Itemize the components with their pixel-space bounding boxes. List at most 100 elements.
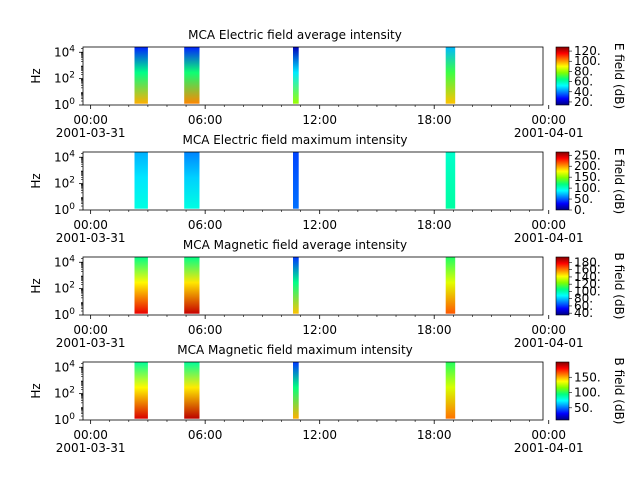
panel-title: MCA Magnetic field maximum intensity (177, 343, 413, 357)
spectrogram-burst (134, 152, 148, 209)
colorbar-tick-label: 100. (574, 54, 601, 68)
spectrogram-burst (293, 362, 299, 419)
x-tick-label: 12:00 (302, 113, 337, 127)
panel-3: MCA Magnetic field average intensity 100 1… (29, 238, 626, 350)
x-tick-date: 2001-03-31 (56, 336, 126, 350)
spectrogram-burst (445, 47, 456, 104)
panel-1: MCA Electric field average intensity 100 1… (29, 28, 626, 140)
x-tick-date: 2001-03-31 (56, 231, 126, 245)
colorbar-tick-label: 0. (574, 203, 585, 217)
colorbar-tick-label: 50. (574, 192, 593, 206)
x-tick-date: 2001-03-31 (56, 441, 126, 455)
y-tick-label: 102 (54, 281, 75, 296)
y-axis-label: Hz (29, 173, 43, 188)
panel-title: MCA Magnetic field average intensity (183, 238, 407, 252)
x-tick-date: 2001-04-01 (514, 231, 584, 245)
y-tick-label: 100 (54, 412, 75, 427)
spectrogram-burst (293, 257, 299, 314)
plot-frame (82, 256, 544, 316)
colorbar-tick-label: 80. (574, 292, 593, 306)
x-tick-label: 06:00 (188, 323, 223, 337)
x-tick-date: 2001-03-31 (56, 126, 126, 140)
x-tick-label: 18:00 (417, 113, 452, 127)
y-tick-label: 102 (54, 386, 75, 401)
colorbar-tick-label: 100. (574, 284, 601, 298)
y-tick-label: 104 (54, 44, 75, 59)
colorbar-tick-label: 120. (574, 44, 601, 58)
x-tick-label: 12:00 (302, 218, 337, 232)
x-tick-label: 00:00 (531, 218, 566, 232)
colorbar (555, 151, 570, 211)
colorbar-tick-label: 150. (574, 170, 601, 184)
colorbar-tick-label: 250. (574, 148, 601, 162)
colorbar-label: E field (dB) (612, 148, 626, 214)
spectrogram-burst (293, 47, 299, 104)
colorbar (555, 46, 570, 106)
spectrogram-burst (134, 362, 148, 419)
y-tick-label: 104 (54, 149, 75, 164)
plot-frame (82, 46, 544, 106)
x-tick-label: 06:00 (188, 113, 223, 127)
spectrogram-burst (445, 152, 456, 209)
x-tick-label: 00:00 (73, 428, 108, 442)
colorbar-tick-label: 40. (574, 85, 593, 99)
y-tick-label: 100 (54, 307, 75, 322)
panel-2: MCA Electric field maximum intensity 100 1… (29, 133, 626, 245)
x-tick-label: 00:00 (73, 218, 108, 232)
spectrogram-burst (445, 257, 456, 314)
colorbar-tick-label: 100. (574, 181, 601, 195)
spectrogram-burst (134, 47, 148, 104)
colorbar (555, 361, 570, 421)
x-tick-date: 2001-04-01 (514, 441, 584, 455)
panel-4: MCA Magnetic field maximum intensity 100 1… (29, 343, 626, 455)
x-tick-label: 00:00 (73, 323, 108, 337)
colorbar-tick-label: 140. (574, 270, 601, 284)
colorbar-tick-label: 160. (574, 263, 601, 277)
spectrogram-burst (184, 257, 200, 314)
y-tick-label: 100 (54, 202, 75, 217)
colorbar-label: E field (dB) (612, 43, 626, 109)
spectrogram-burst (445, 362, 456, 419)
x-tick-label: 18:00 (417, 218, 452, 232)
y-axis-label: Hz (29, 68, 43, 83)
x-tick-label: 06:00 (188, 428, 223, 442)
colorbar-tick-label: 40. (574, 306, 593, 320)
colorbar-tick-label: 20. (574, 95, 593, 109)
x-tick-label: 18:00 (417, 323, 452, 337)
colorbar-tick-label: 180. (574, 255, 601, 269)
y-tick-label: 102 (54, 71, 75, 86)
spectrogram-burst (184, 47, 200, 104)
x-tick-label: 00:00 (531, 113, 566, 127)
y-axis-label: Hz (29, 278, 43, 293)
colorbar-label: B field (dB) (612, 358, 626, 425)
colorbar-tick-label: 200. (574, 159, 601, 173)
x-tick-date: 2001-04-01 (514, 126, 584, 140)
x-tick-label: 00:00 (531, 428, 566, 442)
colorbar-tick-label: 60. (574, 75, 593, 89)
x-tick-label: 18:00 (417, 428, 452, 442)
x-tick-label: 00:00 (73, 113, 108, 127)
plot-frame (82, 151, 544, 211)
x-tick-label: 12:00 (302, 323, 337, 337)
panel-title: MCA Electric field average intensity (188, 28, 402, 42)
colorbar-tick-label: 150. (574, 370, 601, 384)
colorbar (555, 256, 570, 316)
colorbar-label: B field (dB) (612, 253, 626, 320)
colorbar-tick-label: 80. (574, 64, 593, 78)
colorbar-tick-label: 100. (574, 386, 601, 400)
spectrogram-burst (184, 152, 200, 209)
x-tick-label: 12:00 (302, 428, 337, 442)
x-tick-label: 00:00 (531, 323, 566, 337)
colorbar-tick-label: 120. (574, 277, 601, 291)
colorbar-tick-label: 50. (574, 401, 593, 415)
x-tick-date: 2001-04-01 (514, 336, 584, 350)
spectrogram-burst (184, 362, 200, 419)
y-tick-label: 102 (54, 176, 75, 191)
colorbar-tick-label: 60. (574, 299, 593, 313)
panel-title: MCA Electric field maximum intensity (182, 133, 407, 147)
y-tick-label: 104 (54, 254, 75, 269)
x-tick-label: 06:00 (188, 218, 223, 232)
plot-frame (82, 361, 544, 421)
